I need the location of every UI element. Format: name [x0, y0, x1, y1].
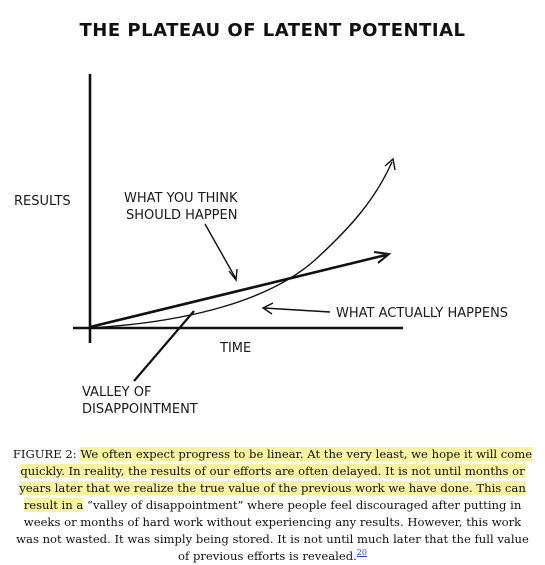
expect-label-line1: WHAT YOU THINK: [124, 191, 238, 206]
expected-line-arrowhead: [373, 251, 392, 264]
actual-curve: [89, 161, 393, 329]
results-label: RESULTS: [14, 194, 71, 209]
valley-label-line2: DISAPPOINTMENT: [82, 402, 198, 417]
actual-pointer-arrowhead: [261, 302, 274, 315]
actual-label: WHAT ACTUALLY HAPPENS: [336, 306, 508, 321]
actual-pointer: [263, 307, 331, 313]
figure: THE PLATEAU OF LATENT POTENTIAL RESULTS …: [14, 20, 508, 417]
figure-caption: FIGURE 2: We often expect progress to be…: [12, 446, 533, 565]
footnote-link[interactable]: 20: [356, 548, 367, 558]
expected-line: [89, 253, 387, 329]
figure-title: THE PLATEAU OF LATENT POTENTIAL: [79, 20, 466, 41]
plateau-diagram: RESULTS TIME WHAT YOU THINK SHOULD HAPPE…: [14, 74, 508, 417]
time-label: TIME: [219, 341, 251, 356]
expect-label-line2: SHOULD HAPPEN: [126, 208, 237, 223]
actual-curve-arrowhead: [384, 157, 396, 171]
valley-label-line1: VALLEY OF: [82, 385, 151, 400]
valley-pointer: [133, 310, 195, 382]
caption-label: FIGURE 2:: [12, 447, 81, 461]
expect-pointer: [204, 223, 237, 280]
caption-text: “valley of disappointment” where people …: [16, 498, 529, 563]
expect-pointer-arrowhead: [228, 268, 238, 282]
